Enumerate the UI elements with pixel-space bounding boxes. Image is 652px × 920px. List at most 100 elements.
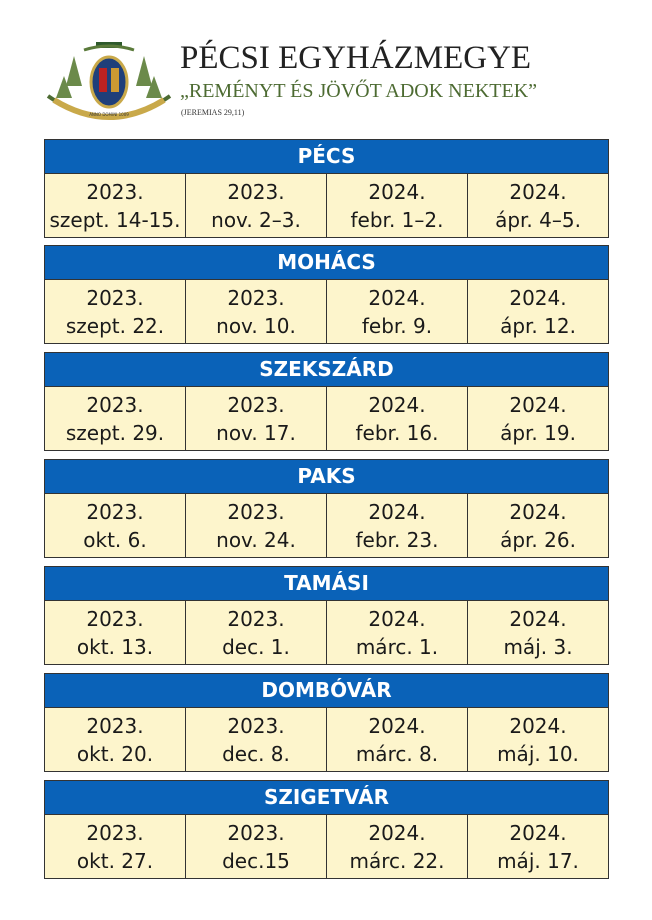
location-schedule: SZEKSZÁRD 2023. szept. 29. 2023. nov. 17. 202…	[44, 352, 609, 451]
date-day: febr. 9.	[361, 314, 433, 338]
date-cell: 2023. nov. 10.	[186, 280, 327, 343]
dates-row: 2023. szept. 14-15. 2023. nov. 2–3. 2024. feb…	[45, 174, 608, 237]
date-year: 2024.	[368, 821, 426, 845]
date-year: 2023.	[227, 180, 285, 204]
date-day: szept. 29.	[65, 421, 165, 445]
date-day: nov. 10.	[216, 314, 296, 338]
date-cell: 2024. febr. 16.	[327, 387, 468, 450]
location-schedule: TAMÁSI 2023. okt. 13. 2023. dec. 1. 2024. márc…	[44, 566, 609, 665]
date-year: 2024.	[368, 393, 426, 417]
date-day: ápr. 26.	[500, 528, 576, 552]
date-year: 2023.	[227, 500, 285, 524]
date-day: febr. 23.	[355, 528, 439, 552]
date-cell: 2024. máj. 17.	[468, 815, 608, 878]
date-cell: 2023. szept. 22.	[45, 280, 186, 343]
date-day: dec.15	[222, 849, 290, 873]
date-day: ápr. 19.	[500, 421, 576, 445]
date-year: 2023.	[227, 714, 285, 738]
date-year: 2023.	[86, 821, 144, 845]
date-cell: 2023. okt. 13.	[45, 601, 186, 664]
date-cell: 2023. nov. 17.	[186, 387, 327, 450]
date-year: 2023.	[227, 393, 285, 417]
date-year: 2024.	[509, 393, 567, 417]
date-cell: 2024. febr. 1–2.	[327, 174, 468, 237]
location-schedule: DOMBÓVÁR 2023. okt. 20. 2023. dec. 8. 2024. má…	[44, 673, 609, 772]
location-header: SZIGETVÁR	[45, 781, 608, 815]
date-cell: 2024. máj. 3.	[468, 601, 608, 664]
dates-row: 2023. okt. 27. 2023. dec.15 2024. márc. 22. 20…	[45, 815, 608, 878]
date-cell: 2023. nov. 2–3.	[186, 174, 327, 237]
date-day: márc. 8.	[355, 742, 439, 766]
date-cell: 2024. ápr. 12.	[468, 280, 608, 343]
date-cell: 2024. febr. 9.	[327, 280, 468, 343]
dates-row: 2023. szept. 22. 2023. nov. 10. 2024. febr. 9…	[45, 280, 608, 343]
date-cell: 2023. okt. 27.	[45, 815, 186, 878]
date-day: dec. 1.	[222, 635, 290, 659]
date-day: márc. 22.	[349, 849, 445, 873]
date-year: 2024.	[509, 714, 567, 738]
date-day: nov. 24.	[216, 528, 296, 552]
date-day: okt. 27.	[76, 849, 154, 873]
date-day: máj. 10.	[497, 742, 579, 766]
date-cell: 2023. okt. 6.	[45, 494, 186, 557]
dates-row: 2023. okt. 6. 2023. nov. 24. 2024. febr. 23. 2…	[45, 494, 608, 557]
date-day: okt. 6.	[83, 528, 147, 552]
dates-row: 2023. szept. 29. 2023. nov. 17. 2024. febr. 1…	[45, 387, 608, 450]
date-cell: 2024. febr. 23.	[327, 494, 468, 557]
date-cell: 2024. ápr. 26.	[468, 494, 608, 557]
page-title: PÉCSI EGYHÁZMEGYE	[180, 40, 532, 76]
location-schedule: SZIGETVÁR 2023. okt. 27. 2023. dec.15 2024. má…	[44, 780, 609, 879]
date-year: 2024.	[509, 500, 567, 524]
date-day: máj. 3.	[503, 635, 573, 659]
date-year: 2023.	[86, 286, 144, 310]
date-year: 2024.	[368, 500, 426, 524]
location-header: PÉCS	[45, 140, 608, 174]
date-cell: 2023. dec. 1.	[186, 601, 327, 664]
date-cell: 2024. márc. 1.	[327, 601, 468, 664]
date-day: okt. 20.	[76, 742, 154, 766]
date-cell: 2023. nov. 24.	[186, 494, 327, 557]
date-year: 2024.	[509, 607, 567, 631]
diocese-coat-of-arms-logo: ANNO DOMINI 1009	[46, 42, 172, 120]
date-year: 2024.	[509, 180, 567, 204]
date-day: szept. 22.	[65, 314, 165, 338]
date-year: 2023.	[227, 607, 285, 631]
date-cell: 2024. ápr. 19.	[468, 387, 608, 450]
location-header: SZEKSZÁRD	[45, 353, 608, 387]
date-cell: 2023. szept. 29.	[45, 387, 186, 450]
location-schedule: PAKS 2023. okt. 6. 2023. nov. 24. 2024. febr. …	[44, 459, 609, 558]
date-day: febr. 1–2.	[350, 208, 444, 232]
date-year: 2024.	[509, 821, 567, 845]
location-schedule: MOHÁCS 2023. szept. 22. 2023. nov. 10. 2024. f…	[44, 245, 609, 344]
date-cell: 2024. márc. 22.	[327, 815, 468, 878]
date-day: szept. 14-15.	[49, 208, 181, 232]
date-year: 2023.	[86, 714, 144, 738]
date-cell: 2023. dec. 8.	[186, 708, 327, 771]
date-day: márc. 1.	[355, 635, 439, 659]
location-schedule: PÉCS 2023. szept. 14-15. 2023. nov. 2–3. 2024…	[44, 139, 609, 238]
location-header: PAKS	[45, 460, 608, 494]
date-day: ápr. 4–5.	[495, 208, 581, 232]
date-cell: 2023. dec.15	[186, 815, 327, 878]
date-year: 2023.	[86, 607, 144, 631]
date-year: 2023.	[227, 821, 285, 845]
date-day: ápr. 12.	[500, 314, 576, 338]
date-year: 2023.	[227, 286, 285, 310]
bible-reference: (JEREMIAS 29,11)	[181, 108, 245, 117]
motto: „REMÉNYT ÉS JÖVŐT ADOK NEKTEK”	[180, 80, 538, 102]
dates-row: 2023. okt. 20. 2023. dec. 8. 2024. márc. 8. 20…	[45, 708, 608, 771]
date-year: 2023.	[86, 180, 144, 204]
date-day: febr. 16.	[355, 421, 439, 445]
date-year: 2023.	[86, 500, 144, 524]
svg-text:ANNO DOMINI 1009: ANNO DOMINI 1009	[89, 112, 129, 117]
date-year: 2023.	[86, 393, 144, 417]
date-year: 2024.	[368, 180, 426, 204]
date-year: 2024.	[509, 286, 567, 310]
date-day: nov. 17.	[216, 421, 296, 445]
date-day: dec. 8.	[222, 742, 290, 766]
location-header: MOHÁCS	[45, 246, 608, 280]
date-day: okt. 13.	[76, 635, 154, 659]
date-cell: 2023. szept. 14-15.	[45, 174, 186, 237]
date-year: 2024.	[368, 714, 426, 738]
date-day: nov. 2–3.	[211, 208, 301, 232]
